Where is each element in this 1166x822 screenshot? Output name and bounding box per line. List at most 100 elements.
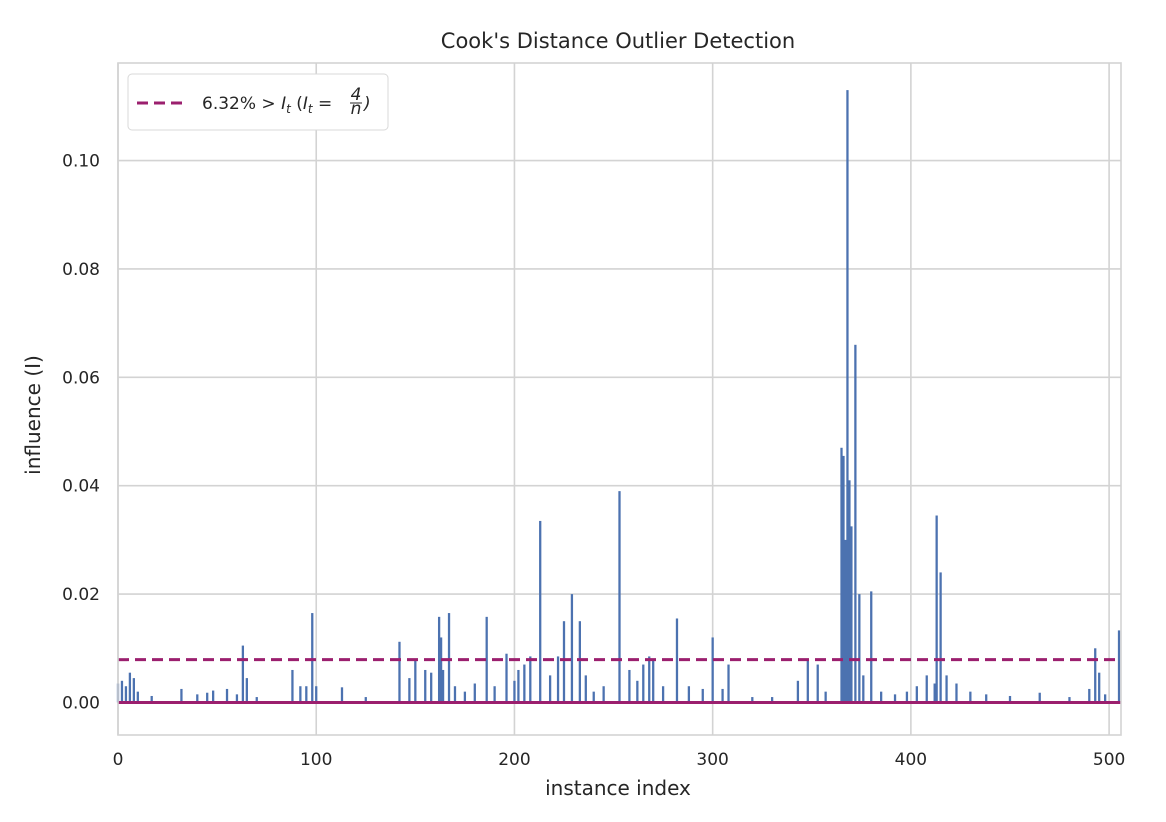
influence-bar xyxy=(441,669,445,703)
influence-bar xyxy=(529,656,532,703)
influence-bar xyxy=(556,656,560,703)
influence-bar xyxy=(1117,630,1121,703)
legend-label: 6.32% > It (It = xyxy=(202,94,332,116)
influence-bar xyxy=(816,664,819,703)
influence-bar xyxy=(969,691,972,703)
x-tick-label: 300 xyxy=(696,750,728,770)
gridlines xyxy=(117,63,1121,735)
influence-bar xyxy=(939,572,942,703)
legend-open: ( xyxy=(291,94,303,114)
influence-bar xyxy=(687,686,691,703)
influence-bar xyxy=(493,686,496,703)
influence-bar xyxy=(985,694,988,703)
legend-frac-den: n xyxy=(351,99,362,119)
influence-bar xyxy=(602,686,605,703)
influence-bar xyxy=(437,616,441,703)
influence-bar xyxy=(424,669,427,703)
influence-bar xyxy=(905,691,909,703)
influence-bar xyxy=(721,688,724,703)
influence-bar xyxy=(570,594,574,703)
influence-bar xyxy=(340,687,344,703)
x-tick-labels: 0 100 200 300 400 500 xyxy=(113,750,1126,770)
influence-bar xyxy=(642,664,645,703)
influence-bar xyxy=(806,659,809,703)
influence-bar xyxy=(241,645,245,703)
influence-bar xyxy=(854,344,857,703)
influence-bar xyxy=(1008,695,1012,703)
influence-bar xyxy=(711,637,714,703)
influence-bar xyxy=(935,515,938,703)
influence-bar xyxy=(880,691,883,703)
x-tick-label: 100 xyxy=(300,750,332,770)
legend-It: I xyxy=(281,94,286,114)
influence-bar xyxy=(485,616,488,703)
influence-bar xyxy=(701,688,704,703)
influence-bar xyxy=(453,686,457,703)
influence-bar xyxy=(770,697,774,703)
influence-bar xyxy=(548,675,552,703)
influence-bar xyxy=(414,659,417,703)
legend-box xyxy=(127,73,389,131)
legend-close: ) xyxy=(362,94,371,114)
influence-bar xyxy=(562,621,566,703)
influence-bar xyxy=(305,686,308,703)
influence-bar xyxy=(628,669,631,703)
influence-bar xyxy=(796,680,800,703)
influence-bar xyxy=(206,692,209,703)
influence-bar xyxy=(636,680,639,703)
influence-bar xyxy=(955,683,958,703)
influence-bar xyxy=(291,669,294,703)
y-tick-label: 0.02 xyxy=(62,585,100,605)
y-tick-label: 0.04 xyxy=(62,477,100,497)
influence-bar xyxy=(661,686,665,703)
influence-bar xyxy=(523,664,526,703)
influence-bar xyxy=(463,691,467,703)
legend-eq: = xyxy=(313,94,333,114)
influence-bar xyxy=(675,618,679,703)
influence-bar xyxy=(840,447,843,703)
influence-bar xyxy=(648,656,651,703)
influence-bar xyxy=(517,669,520,703)
influence-bar xyxy=(150,695,153,703)
influence-bar xyxy=(473,683,476,703)
influence-bar xyxy=(584,675,587,703)
y-tick-labels: 0.00 0.02 0.04 0.06 0.08 0.10 xyxy=(62,152,100,714)
x-axis-label: instance index xyxy=(545,776,691,800)
influence-bar xyxy=(870,591,873,703)
influence-bar xyxy=(180,688,183,703)
plot-frame xyxy=(117,62,1122,736)
influence-bar xyxy=(1098,672,1101,703)
influence-bar xyxy=(315,686,318,703)
x-tick-label: 500 xyxy=(1093,750,1125,770)
influence-bar xyxy=(1104,694,1107,703)
influence-bar xyxy=(915,686,918,703)
influence-bar xyxy=(945,675,948,703)
y-tick-label: 0.00 xyxy=(62,693,100,713)
chart-title: Cook's Distance Outlier Detection xyxy=(441,29,795,53)
influence-bar xyxy=(1038,692,1041,703)
influence-bar xyxy=(255,697,258,703)
influence-bar xyxy=(618,491,621,703)
influence-bar xyxy=(430,672,433,703)
legend-sub: t xyxy=(286,102,292,116)
influence-bar xyxy=(245,678,248,703)
influence-bar xyxy=(933,683,936,703)
influence-bar xyxy=(846,90,849,703)
influence-bar xyxy=(364,697,367,703)
influence-bar xyxy=(925,675,928,703)
influence-bar xyxy=(592,691,595,703)
influence-bar xyxy=(727,664,730,703)
influence-bar xyxy=(136,691,139,703)
influence-bar xyxy=(132,678,135,703)
influence-bar xyxy=(299,686,302,703)
influence-bar xyxy=(513,680,516,703)
y-tick-label: 0.10 xyxy=(62,152,100,172)
influence-bar xyxy=(751,697,754,703)
influence-bar xyxy=(128,672,132,703)
influence-bar xyxy=(124,686,128,703)
x-tick-label: 0 xyxy=(113,750,124,770)
legend-sub2: t xyxy=(308,102,314,116)
y-tick-label: 0.06 xyxy=(62,368,100,388)
influence-bar xyxy=(196,694,199,703)
